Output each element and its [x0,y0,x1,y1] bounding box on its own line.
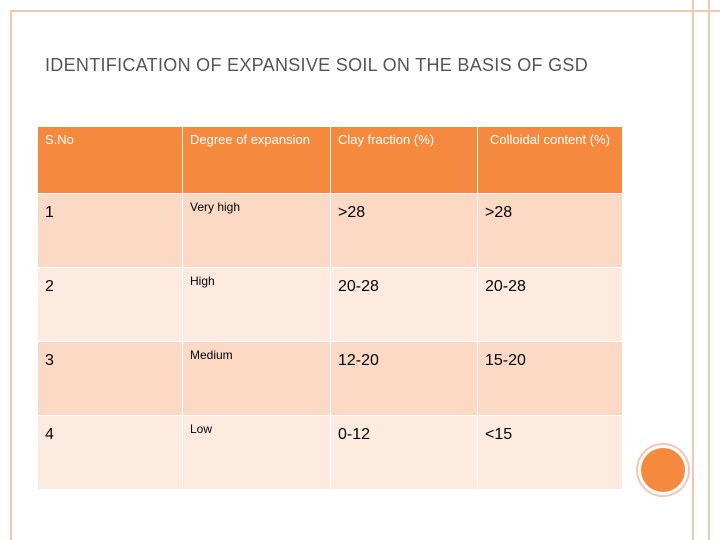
table-cell: Very high [182,193,331,268]
table-cell: 4 [37,415,183,490]
header-cell: Clay fraction (%) [330,126,478,194]
table-cell: Low [182,415,331,490]
table-row: 1 Very high >28 >28 [37,193,623,268]
header-row: S.No Degree of expansion Clay fraction (%)… [37,126,623,194]
table-row: 4 Low 0-12 <15 [37,415,623,490]
table-cell: High [182,267,331,342]
table-cell: 0-12 [330,415,478,490]
table-cell: 1 [37,193,183,268]
border-line [10,10,12,540]
table-row: 2 High 20-28 20-28 [37,267,623,342]
decor-circle [641,448,685,492]
border-line [10,10,720,12]
table-cell: 20-28 [330,267,478,342]
table: S.No Degree of expansion Clay fraction (%)… [37,126,623,490]
table-cell: 15-20 [477,341,623,416]
table-cell: >28 [330,193,478,268]
table-cell: 2 [37,267,183,342]
table-cell: >28 [477,193,623,268]
table-cell: 3 [37,341,183,416]
table-cell: <15 [477,415,623,490]
header-cell: Degree of expansion [182,126,331,194]
table-row: 3 Medium 12-20 15-20 [37,341,623,416]
border-line [692,0,694,540]
table-cell: 12-20 [330,341,478,416]
table-cell: Medium [182,341,331,416]
border-line [708,0,710,540]
slide-title: IDENTIFICATION OF EXPANSIVE SOIL ON THE … [45,55,589,75]
table-cell: 20-28 [477,267,623,342]
header-cell: S.No [37,126,183,194]
header-cell: Colloidal content (%) [477,126,623,194]
